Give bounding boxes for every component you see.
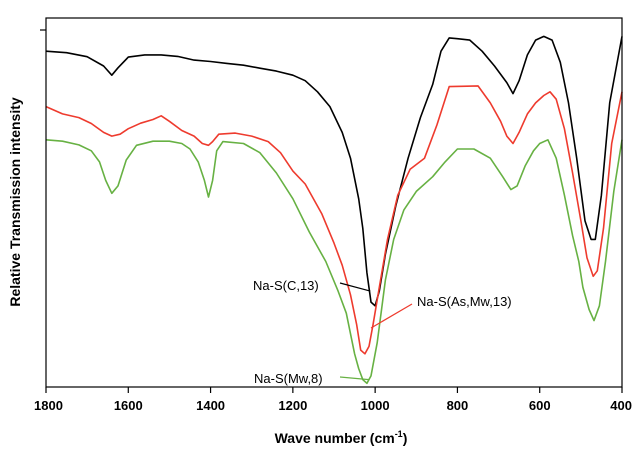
x-tick-label-0: 1800 [34, 398, 63, 413]
x-tick-label-2: 1400 [196, 398, 225, 413]
annotation-label-0: Na-S(C,13) [253, 278, 319, 293]
series-line-2 [45, 139, 623, 385]
x-axis-title-superscript: -1 [395, 429, 403, 439]
annotation-leader-2 [339, 376, 370, 381]
x-axis-title-close: ) [403, 430, 408, 446]
x-axis-ticks: 1800 1600 1400 1200 1000 800 600 400 [34, 387, 632, 413]
series-layer [45, 35, 623, 385]
annotation-leader-0 [339, 282, 371, 292]
annotation-label-1: Na-S(As,Mw,13) [417, 294, 512, 309]
x-axis-title-main: Wave number (cm [275, 430, 395, 446]
x-tick-label-4: 1000 [361, 398, 390, 413]
series-line-0 [45, 35, 623, 307]
plot-area [45, 17, 623, 388]
y-axis-title: Relative Transmission intensity [7, 97, 23, 307]
x-tick-label-1: 1600 [114, 398, 143, 413]
x-tick-label-3: 1200 [278, 398, 307, 413]
x-tick-label-5: 800 [447, 398, 469, 413]
x-tick-label-6: 600 [529, 398, 551, 413]
annotation-layer: Na-S(C,13) Na-S(As,Mw,13) Na-S(Mw,8) [253, 278, 512, 386]
x-axis-title: Wave number (cm-1) [275, 429, 408, 446]
x-tick-label-7: 400 [610, 398, 632, 413]
annotation-leader-1 [370, 303, 413, 329]
series-line-1 [45, 85, 623, 355]
annotation-label-2: Na-S(Mw,8) [254, 371, 323, 386]
